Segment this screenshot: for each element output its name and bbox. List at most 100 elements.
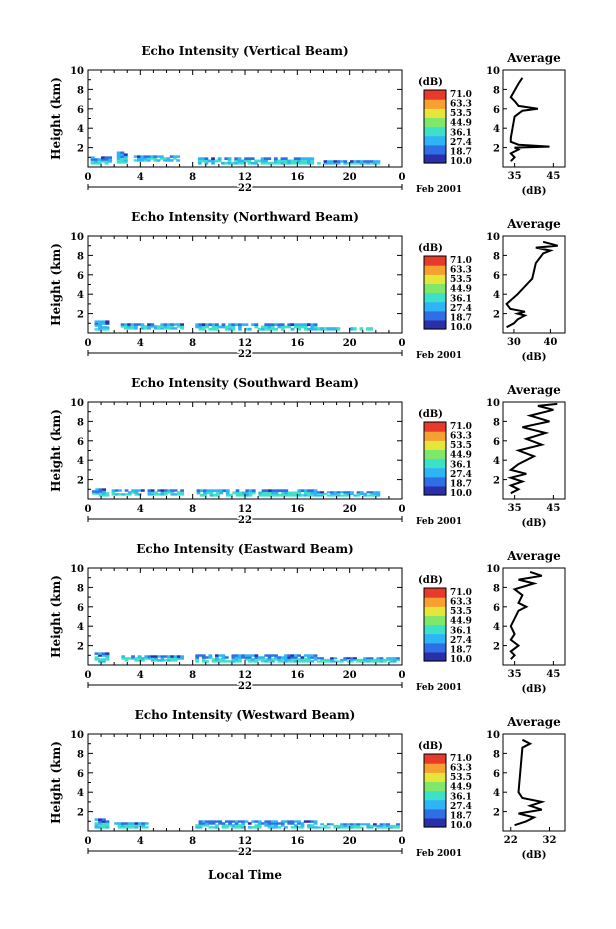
avg-profile-line	[514, 738, 546, 827]
avg-title: Average	[506, 217, 561, 231]
echo-cell	[300, 325, 305, 329]
echo-cell	[254, 824, 259, 827]
colorbar-segment	[424, 301, 446, 305]
colorbar-segment	[424, 144, 446, 148]
echo-cell	[117, 826, 122, 829]
echo-cell	[268, 491, 272, 495]
colorbar-segment	[424, 115, 446, 118]
echo-cell	[105, 824, 110, 827]
echo-cell	[101, 826, 106, 829]
echo-cell	[196, 491, 201, 495]
echo-cell	[264, 157, 268, 161]
colorbar-segment	[424, 785, 446, 788]
echo-cell	[94, 652, 99, 655]
colorbar-segment	[424, 768, 446, 772]
echo-cell	[274, 489, 279, 493]
echo-cell	[353, 160, 358, 163]
echo-cell	[240, 159, 245, 163]
colorbar-segment	[424, 764, 446, 768]
echo-cell	[205, 820, 209, 823]
echo-cell	[267, 660, 272, 663]
echo-cell	[137, 323, 142, 326]
echo-cell	[238, 654, 242, 657]
colorbar-segment	[424, 296, 446, 299]
echo-cell	[94, 656, 99, 659]
echo-cell	[176, 325, 181, 328]
echo-cell	[127, 323, 132, 326]
echo-cell	[270, 824, 275, 827]
echo-cell	[163, 493, 168, 496]
echo-cell	[208, 654, 213, 657]
echo-cell	[150, 493, 155, 496]
echo-cell	[98, 824, 103, 827]
echo-cell	[116, 153, 121, 156]
colorbar-tick-label: 63.3	[450, 598, 472, 608]
echo-cell	[267, 327, 272, 331]
echo-cell	[157, 659, 162, 662]
echo-cell	[366, 660, 371, 663]
echo-cell	[176, 155, 181, 158]
echo-cell	[346, 657, 351, 660]
echo-cell	[98, 820, 103, 823]
x-tick-label: 4	[137, 172, 144, 183]
echo-cell	[280, 820, 285, 823]
date-label: Feb 2001	[416, 351, 462, 361]
echo-cell	[205, 660, 209, 663]
echo-cell	[297, 660, 302, 663]
echo-cell	[235, 493, 240, 497]
echo-cell	[343, 491, 348, 494]
echo-cell	[343, 824, 348, 827]
echo-cell	[163, 659, 168, 662]
echo-cell	[159, 155, 164, 158]
colorbar-segment	[424, 281, 446, 284]
echo-cell	[114, 493, 119, 496]
echo-cell	[340, 660, 344, 663]
echo-cell	[98, 328, 103, 331]
echo-cell	[195, 654, 200, 657]
echo-cell	[205, 325, 209, 329]
echo-cell	[134, 822, 139, 825]
y-axis-label: Height (km)	[49, 77, 63, 160]
echo-cell	[180, 655, 185, 658]
colorbar-tick-label: 63.3	[450, 100, 472, 110]
echo-cell	[195, 323, 200, 327]
colorbar-segment	[424, 307, 446, 310]
colorbar-segment	[424, 491, 446, 494]
colorbar-tick-label: 10.0	[450, 157, 472, 167]
echo-cell	[346, 162, 351, 165]
echo-cell	[167, 657, 171, 660]
echo-cell	[195, 660, 200, 663]
echo-cell	[90, 156, 95, 159]
echo-cell	[389, 826, 394, 829]
colorbar-segment	[424, 757, 446, 761]
echo-cell	[261, 491, 266, 495]
echo-cell	[287, 820, 292, 823]
colorbar-segment	[424, 290, 446, 294]
echo-cell	[116, 157, 121, 160]
echo-cell	[127, 824, 132, 827]
echo-cell	[251, 660, 255, 663]
echo-cell	[284, 658, 288, 661]
colorbar-segment	[424, 274, 446, 277]
colorbar-segment	[424, 91, 446, 95]
echo-cell	[123, 161, 128, 164]
echo-cell	[247, 660, 252, 663]
colorbar-segment	[424, 268, 446, 272]
echo-returns	[94, 652, 400, 663]
echo-cell	[215, 323, 219, 327]
echo-cell	[241, 820, 246, 823]
colorbar-segment	[424, 617, 446, 620]
echo-cell	[170, 325, 175, 328]
echo-cell	[123, 153, 128, 156]
colorbar-segment	[424, 805, 446, 808]
echo-cell	[127, 325, 132, 328]
x-tick-label: 20	[343, 836, 357, 847]
colorbar-tick-label: 44.9	[450, 119, 472, 129]
echo-cell	[310, 656, 315, 659]
echo-cell	[303, 658, 308, 661]
colorbar-segment	[424, 646, 446, 649]
colorbar-segment	[424, 797, 446, 801]
echo-cell	[284, 820, 288, 823]
echo-cell	[147, 489, 152, 492]
echo-cell	[277, 658, 282, 661]
